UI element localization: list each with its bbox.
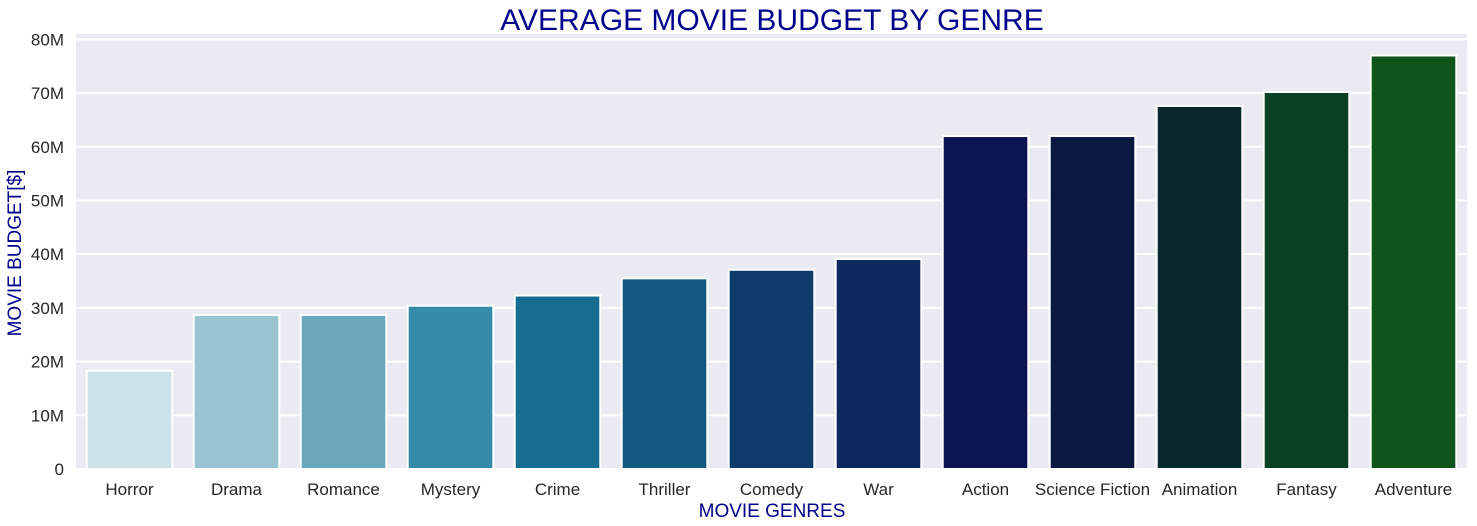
bar-crime bbox=[513, 294, 602, 471]
bar-mystery bbox=[406, 304, 495, 471]
x-tick-label: Mystery bbox=[421, 480, 481, 499]
x-tick-label: Adventure bbox=[1375, 480, 1453, 499]
x-axis-ticks: Horror Drama Romance Mystery Crime Thriller Co… bbox=[105, 480, 1452, 499]
x-tick-label: Drama bbox=[211, 480, 263, 499]
bar-action bbox=[941, 135, 1030, 470]
x-axis-label: MOVIE GENRES bbox=[699, 501, 846, 522]
x-tick-label: Science Fiction bbox=[1035, 480, 1150, 499]
y-tick-label: 10M bbox=[31, 406, 64, 425]
bar-romance bbox=[299, 313, 388, 470]
x-tick-label: Horror bbox=[105, 480, 154, 499]
y-tick-label: 30M bbox=[31, 299, 64, 318]
bar-drama bbox=[192, 313, 281, 470]
y-tick-label: 0 bbox=[55, 460, 64, 479]
x-tick-label: Comedy bbox=[740, 480, 804, 499]
y-axis-label: MOVIE BUDGET[$] bbox=[5, 170, 26, 337]
x-tick-label: Crime bbox=[535, 480, 580, 499]
bar-adventure bbox=[1369, 54, 1458, 471]
bar-fantasy bbox=[1262, 91, 1351, 470]
x-tick-label: Animation bbox=[1162, 480, 1238, 499]
x-tick-label: War bbox=[863, 480, 894, 499]
y-tick-label: 80M bbox=[31, 30, 64, 49]
bar-thriller bbox=[620, 277, 709, 470]
bar-animation bbox=[1155, 104, 1244, 471]
bar-horror bbox=[85, 369, 174, 471]
y-axis-ticks: 0 10M 20M 30M 40M 50M 60M 70M 80M bbox=[31, 30, 64, 479]
bars bbox=[85, 54, 1458, 471]
y-tick-label: 70M bbox=[31, 84, 64, 103]
bar-war bbox=[834, 258, 923, 470]
bar-comedy bbox=[727, 268, 816, 470]
x-tick-label: Romance bbox=[307, 480, 380, 499]
y-tick-label: 20M bbox=[31, 353, 64, 372]
x-tick-label: Thriller bbox=[639, 480, 691, 499]
y-tick-label: 50M bbox=[31, 191, 64, 210]
chart-title: AVERAGE MOVIE BUDGET BY GENRE bbox=[500, 4, 1043, 37]
x-tick-label: Action bbox=[962, 480, 1009, 499]
y-tick-label: 60M bbox=[31, 138, 64, 157]
y-tick-label: 40M bbox=[31, 245, 64, 264]
bar-science-fiction bbox=[1048, 135, 1137, 470]
x-tick-label: Fantasy bbox=[1276, 480, 1337, 499]
